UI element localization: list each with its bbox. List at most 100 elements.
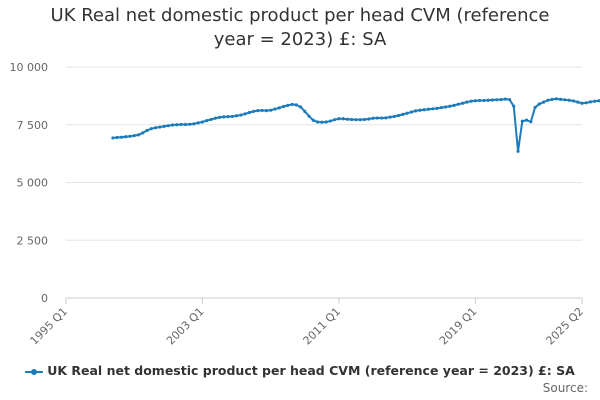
data-point [145, 128, 149, 133]
data-point [495, 98, 499, 102]
data-point [247, 110, 251, 115]
data-point [512, 104, 516, 108]
data-point [554, 97, 559, 101]
data-point [200, 120, 205, 124]
data-point [597, 99, 600, 103]
data-point [316, 120, 320, 124]
data-point [243, 112, 247, 116]
data-point [384, 116, 388, 120]
data-point [465, 100, 469, 104]
data-point [409, 110, 414, 114]
data-point [175, 123, 179, 127]
data-point [307, 114, 311, 118]
data-point [158, 125, 162, 129]
y-tick-label: 2 500 [17, 234, 49, 247]
data-point [371, 116, 375, 120]
data-point [418, 108, 422, 112]
data-point [443, 105, 448, 109]
data-point [183, 122, 187, 127]
legend-series-label: UK Real net domestic product per head CV… [47, 363, 575, 378]
data-point [281, 104, 286, 109]
data-point [294, 103, 298, 107]
data-point [162, 124, 166, 128]
data-point [252, 109, 256, 113]
data-point [456, 102, 460, 106]
data-point [401, 112, 405, 116]
data-point [341, 117, 345, 121]
chart-legend[interactable]: UK Real net domestic product per head CV… [0, 363, 600, 378]
data-point [567, 98, 571, 102]
data-point [473, 99, 477, 103]
data-point [469, 99, 473, 103]
data-point [217, 115, 222, 119]
data-point [119, 135, 124, 139]
data-point [520, 119, 524, 123]
data-point [571, 99, 576, 103]
data-point [452, 103, 456, 107]
data-point [362, 117, 367, 122]
data-point [358, 118, 362, 122]
data-point [576, 100, 580, 104]
data-point [213, 116, 217, 120]
data-point [499, 97, 503, 102]
data-point [328, 119, 332, 123]
data-point [115, 135, 119, 140]
chart-title-line-1: UK Real net domestic product per head CV… [50, 5, 550, 26]
data-point [226, 115, 230, 119]
x-tick-label: 2011 Q1 [301, 305, 344, 348]
data-point [375, 116, 379, 120]
data-point [298, 105, 303, 109]
data-point [273, 107, 277, 111]
data-point [405, 111, 409, 115]
data-point [196, 121, 200, 125]
data-point [290, 102, 294, 107]
data-point [350, 117, 354, 122]
source-label: Source: [542, 381, 588, 395]
data-point [490, 98, 495, 102]
data-point [448, 104, 452, 108]
data-point [397, 113, 401, 118]
data-point [392, 114, 396, 119]
data-point [277, 106, 281, 110]
data-point [439, 106, 443, 110]
data-point [128, 134, 132, 138]
data-point [166, 124, 170, 128]
data-point [379, 116, 384, 120]
data-point [132, 134, 136, 138]
data-point [311, 118, 315, 122]
data-point [239, 113, 243, 117]
y-tick-label: 7 500 [17, 119, 49, 132]
data-point [136, 133, 141, 137]
data-point [333, 118, 337, 122]
data-point [461, 101, 465, 105]
data-point [593, 99, 597, 103]
data-point [269, 108, 273, 112]
x-tick-label: 2025 Q2 [544, 305, 587, 348]
data-point [324, 120, 328, 124]
data-point [546, 98, 550, 102]
data-point [537, 102, 541, 106]
data-point [431, 107, 435, 111]
y-tick-label: 5 000 [17, 177, 49, 190]
x-tick-label: 1995 Q1 [28, 305, 71, 348]
data-point [524, 118, 529, 122]
data-point [426, 107, 431, 111]
data-point [482, 98, 486, 103]
data-point [563, 98, 567, 102]
data-point [529, 120, 533, 124]
data-point [303, 109, 307, 113]
data-point [486, 98, 490, 102]
data-point [337, 117, 341, 121]
data-point [435, 106, 439, 110]
data-point [588, 100, 593, 104]
data-point [141, 131, 145, 135]
data-point [580, 101, 584, 105]
data-point [188, 122, 192, 126]
y-tick-label: 10 000 [10, 61, 49, 74]
data-point [149, 127, 153, 131]
data-point [354, 118, 358, 122]
data-point [584, 101, 588, 105]
data-point [124, 135, 128, 139]
x-tick-label: 2003 Q1 [164, 305, 207, 348]
